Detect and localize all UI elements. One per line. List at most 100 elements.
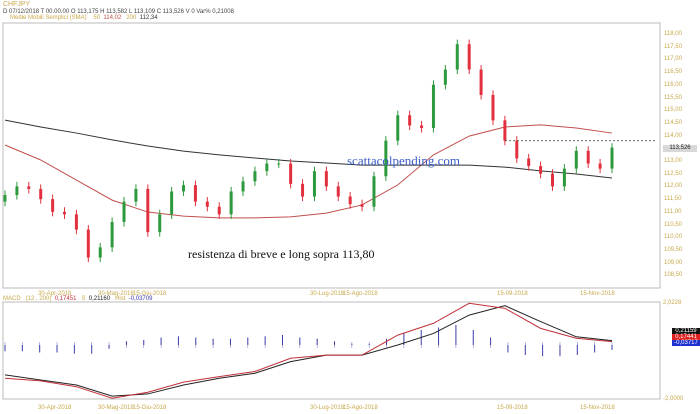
macd-panel-frame	[2, 301, 661, 400]
candle-body	[182, 185, 186, 192]
macd-label: MACD	[3, 296, 21, 302]
sma50-period: 50	[93, 15, 101, 21]
candle-body	[134, 188, 138, 202]
candle-body	[431, 84, 435, 128]
ohlc-open: O 113,175	[70, 9, 99, 15]
candle-body	[479, 69, 483, 95]
ohlc-low: L 113,109	[129, 9, 156, 15]
sma200-line	[4, 119, 613, 179]
candle-body	[324, 171, 328, 187]
price-ytick: 114,50	[664, 119, 682, 126]
candle-body	[301, 183, 305, 197]
candle-body	[3, 195, 7, 202]
price-ytick: 109,00	[664, 259, 683, 266]
date-label: 15-Ago-2018	[343, 291, 378, 297]
date-label: 15-Nov-2018	[580, 291, 615, 297]
candle-body	[98, 247, 102, 258]
price-ytick: 115,50	[664, 94, 682, 101]
candle-body	[491, 94, 495, 121]
price-ytick: 116,00	[664, 81, 682, 88]
candle-body	[15, 186, 19, 196]
macd-ytick-top: 2,0228	[663, 300, 682, 306]
candle-body	[158, 214, 162, 233]
candle-body	[586, 150, 590, 164]
sma50-line	[4, 124, 613, 219]
ohlc-volume: V 0	[185, 9, 195, 15]
candle-body	[396, 115, 400, 141]
price-ytick: 117,50	[664, 43, 682, 50]
price-ytick: 113,00	[664, 158, 682, 164]
candle-body	[193, 185, 197, 202]
candle-body	[527, 158, 531, 167]
candle-body	[63, 211, 67, 215]
candle-body	[241, 181, 245, 192]
price-ytick: 117,00	[664, 56, 682, 63]
signal-last-value: 0,21159	[672, 328, 700, 334]
macd-last-value: 0,17441	[672, 334, 700, 340]
date-label: 30-Mag-2018	[98, 405, 134, 411]
annotation-text: resistenza di breve e long sopra 113,80	[188, 247, 375, 261]
price-ytick: 118,00	[664, 31, 682, 37]
macd-ytick-bottom: -2,0000	[663, 396, 684, 402]
candle-body	[312, 171, 316, 197]
candle-body	[86, 229, 90, 258]
candle-body	[146, 188, 150, 233]
sma-label: Medie Mobili Semplici (SMA)	[10, 15, 87, 21]
sma50-value: 114,02	[103, 15, 122, 21]
ohlc-high: H 113,582	[100, 9, 128, 15]
ohlc-close: C 113,526	[156, 9, 184, 15]
macd-line	[4, 302, 613, 399]
date-label: 15-09-2018	[497, 405, 528, 411]
date-label: 15-Ago-2018	[343, 405, 378, 411]
ohlc-var: Var% 0,21008	[196, 9, 234, 15]
candle-body	[574, 150, 578, 169]
date-label: 15-Giu-2018	[133, 291, 167, 297]
signal-label: S	[81, 296, 86, 302]
candle-body	[217, 206, 221, 215]
candle-body	[539, 166, 543, 174]
ohlc-date: D 07/12/2018	[3, 9, 40, 15]
candle-body	[229, 191, 233, 215]
date-label: 30-Mag-2018	[98, 291, 134, 297]
last-price-label: 113,526	[663, 145, 697, 152]
price-ytick: 111,50	[664, 196, 682, 203]
candle-body	[74, 214, 78, 230]
price-ytick: 112,50	[664, 170, 682, 177]
macd-legend: MACD (12 , 200) 0,17451 S 0,21160 Hist -…	[3, 296, 152, 302]
sma200-value: 112,34	[139, 15, 158, 21]
hist-label: Hist	[115, 296, 126, 302]
watermark: scattacolpending.com	[347, 153, 460, 168]
ohlc-line: D 07/12/2018 T 00.00.00 O 113,175 H 113,…	[3, 9, 234, 15]
date-label: 30-Apr-2018	[38, 405, 72, 411]
candle-body	[598, 163, 602, 169]
hist-last-value: -0,03717	[672, 340, 700, 346]
symbol-title: CHFJPY	[3, 1, 31, 8]
candle-body	[360, 204, 364, 207]
price-ytick: 112,00	[664, 183, 682, 190]
date-label: 30-Apr-2018	[38, 291, 72, 297]
candle-body	[122, 201, 126, 222]
candle-body	[443, 69, 447, 85]
price-ytick: 109,50	[664, 246, 683, 253]
date-label: 15-Giu-2018	[133, 405, 167, 411]
date-label: 30-Lug-2018	[310, 291, 345, 297]
hist-value: -0,03709	[128, 296, 153, 302]
candle-body	[289, 163, 293, 184]
price-ytick: 116,50	[664, 69, 682, 76]
date-label: 30-Lug-2018	[310, 405, 345, 411]
candle-body	[170, 191, 174, 215]
signal-line	[4, 305, 613, 397]
price-ytick: 115,00	[664, 107, 682, 114]
date-label: 15-09-2018	[497, 291, 528, 297]
candle-body	[408, 115, 412, 126]
price-ytick: 111,00	[664, 208, 682, 215]
candle-body	[348, 196, 352, 205]
price-ytick: 110,50	[664, 221, 682, 228]
candle-body	[253, 171, 257, 182]
price-ytick: 110,00	[664, 234, 682, 241]
candle-body	[384, 140, 388, 177]
signal-value: 0,21160	[88, 296, 111, 302]
price-panel-frame	[2, 22, 661, 289]
candle-body	[27, 186, 31, 189]
